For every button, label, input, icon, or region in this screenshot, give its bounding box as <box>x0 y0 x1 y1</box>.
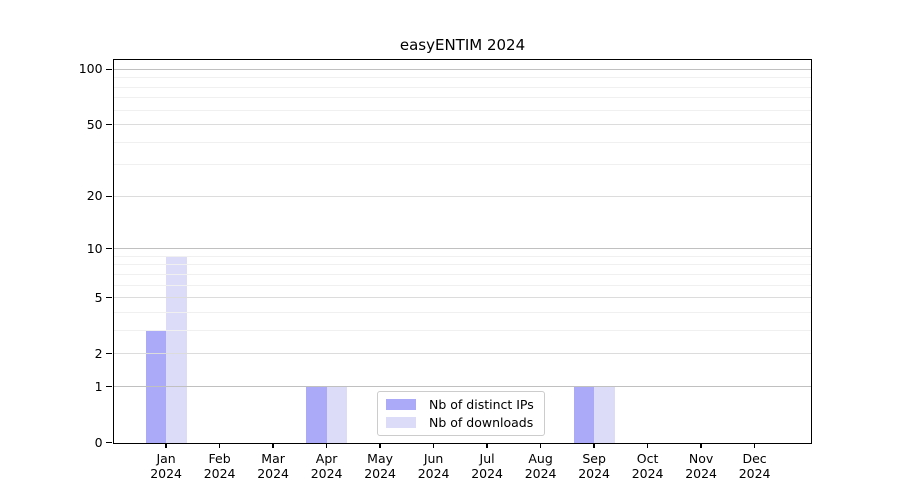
y-tick-mark <box>106 441 113 444</box>
y-tick-mark <box>106 68 113 70</box>
x-tick-label-apr: Apr 2024 <box>310 450 343 482</box>
x-tick-mark <box>165 443 167 449</box>
gridline <box>113 124 811 126</box>
x-tick-label-dec: Dec 2024 <box>738 450 771 482</box>
x-tick-mark <box>646 443 649 449</box>
y-tick-mark <box>106 297 113 299</box>
legend-row: Nb of distinct IPs <box>386 397 536 412</box>
y-tick-label: 10 <box>86 240 103 256</box>
x-tick-mark <box>753 443 756 449</box>
x-tick-label-mar: Mar 2024 <box>257 450 289 482</box>
gridline <box>113 248 811 250</box>
x-tick-mark <box>593 443 595 449</box>
y-tick-label: 0 <box>94 434 103 450</box>
gridline <box>113 255 811 257</box>
y-tick-mark <box>106 124 113 126</box>
gridline <box>113 164 811 166</box>
y-tick-label: 50 <box>86 116 103 132</box>
y-tick-label: 2 <box>94 345 103 361</box>
gridline <box>113 68 811 70</box>
y-tick-label: 20 <box>86 188 103 204</box>
bar-nb-of-distinct-ips-apr <box>306 386 327 443</box>
x-tick-mark <box>325 443 328 449</box>
x-tick-label-jul: Jul 2024 <box>471 450 503 482</box>
x-tick-mark <box>218 443 221 449</box>
x-tick-label-nov: Nov 2024 <box>685 450 717 482</box>
x-tick-mark <box>486 443 488 449</box>
gridline <box>113 86 811 88</box>
y-tick-mark <box>106 385 113 388</box>
x-tick-mark <box>272 443 274 449</box>
legend-label-1: Nb of downloads <box>429 415 534 430</box>
gridline <box>113 311 811 313</box>
x-tick-mark <box>432 443 435 449</box>
gridline <box>113 353 811 355</box>
x-tick-mark <box>700 443 702 449</box>
gridline <box>113 195 811 197</box>
legend-swatch-0 <box>386 399 416 410</box>
bar-nb-of-downloads-sep <box>594 386 615 443</box>
gridline <box>113 297 811 299</box>
x-tick-label-oct: Oct 2024 <box>631 450 664 482</box>
gridline <box>113 109 811 111</box>
y-tick-mark <box>106 248 113 250</box>
gridline <box>113 264 811 266</box>
gridline <box>113 97 811 99</box>
bar-nb-of-downloads-apr <box>326 386 348 443</box>
gridline <box>113 141 811 143</box>
legend-swatch-1 <box>386 417 416 428</box>
legend: Nb of distinct IPs Nb of downloads <box>377 391 545 436</box>
bar-nb-of-downloads-jan <box>166 256 187 443</box>
bar-nb-of-distinct-ips-sep <box>573 386 595 443</box>
legend-row: Nb of downloads <box>386 415 536 430</box>
y-tick-mark <box>106 195 113 197</box>
x-tick-label-feb: Feb 2024 <box>203 450 236 482</box>
x-tick-label-sep: Sep 2024 <box>578 450 610 482</box>
gridline <box>113 329 811 331</box>
x-tick-mark <box>539 443 542 449</box>
gridline <box>113 284 811 286</box>
plot-area: 0 1 2 5 10 20 50 100 Jan 2024 Feb 2024 Mar 2024 Apr… <box>79 58 812 481</box>
legend-label-0: Nb of distinct IPs <box>429 397 534 412</box>
y-tick-label: 1 <box>94 378 103 394</box>
chart-title: easyENTIM 2024 <box>399 36 526 54</box>
y-tick-mark <box>106 353 113 355</box>
y-tick-label: 100 <box>78 61 103 77</box>
gridline <box>113 77 811 79</box>
x-tick-label-may: May 2024 <box>364 450 396 482</box>
y-tick-label: 5 <box>94 289 103 305</box>
x-tick-label-aug: Aug 2024 <box>524 450 557 482</box>
x-tick-label-jan: Jan 2024 <box>150 450 182 482</box>
x-tick-label-jun: Jun 2024 <box>417 450 450 482</box>
gridline <box>113 386 811 388</box>
gridline <box>113 273 811 275</box>
x-tick-mark <box>379 443 381 449</box>
